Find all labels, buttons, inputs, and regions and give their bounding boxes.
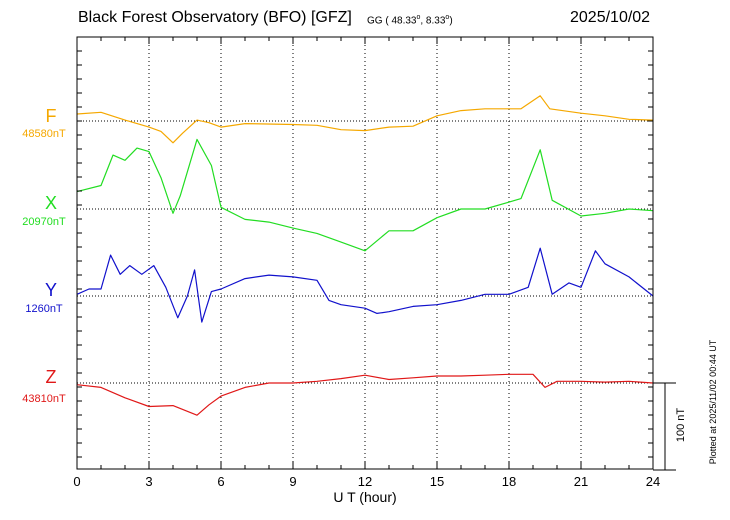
chart-title: Black Forest Observatory (BFO) [GFZ] (78, 9, 352, 26)
degree-symbol: o (445, 14, 450, 21)
baseline-value-x: 20970nT (22, 216, 66, 228)
channel-label-f: F (46, 106, 57, 126)
scale-label: 100 nT (675, 408, 687, 443)
x-tick-label: 15 (430, 474, 444, 489)
x-tick-label: 21 (574, 474, 588, 489)
series-line-y (76, 247, 654, 323)
grid (148, 37, 582, 469)
scale-bar (653, 382, 676, 471)
series-lines (76, 95, 654, 416)
coords-prefix: GG ( 48.33 (367, 15, 417, 27)
baseline-value-y: 1260nT (25, 303, 63, 315)
baseline-value-f: 48580nT (22, 128, 66, 140)
x-tick-label: 24 (646, 474, 660, 489)
series-line-x (76, 138, 654, 252)
x-tick-label: 9 (289, 474, 296, 489)
x-tick-label: 12 (358, 474, 372, 489)
coords-mid: , 8.33 (420, 15, 446, 27)
station-coordinates: GG ( 48.33o, 8.33o) (367, 14, 453, 26)
baseline-value-z: 43810nT (22, 393, 66, 405)
channel-label-x: X (45, 193, 57, 213)
series-line-z (76, 373, 654, 416)
x-axis-label: U T (hour) (333, 489, 396, 505)
x-ticks: 0 3 6 9 12 15 18 21 24 (73, 37, 660, 489)
coords-end: ) (449, 15, 453, 27)
x-tick-label: 18 (502, 474, 516, 489)
degree-symbol: o (416, 14, 421, 21)
plotted-note: Plotted at 2025/11/02 00:44 UT (708, 339, 718, 464)
series-line-f (76, 95, 654, 144)
channel-labels: F 48580nT X 20970nT Y 1260nT Z 43810nT (22, 106, 66, 405)
baselines (77, 120, 653, 384)
x-tick-label: 0 (73, 474, 80, 489)
x-tick-label: 3 (145, 474, 152, 489)
x-tick-label: 6 (217, 474, 224, 489)
chart-date: 2025/10/02 (570, 9, 651, 26)
channel-label-y: Y (45, 280, 57, 300)
channel-label-z: Z (46, 367, 57, 387)
